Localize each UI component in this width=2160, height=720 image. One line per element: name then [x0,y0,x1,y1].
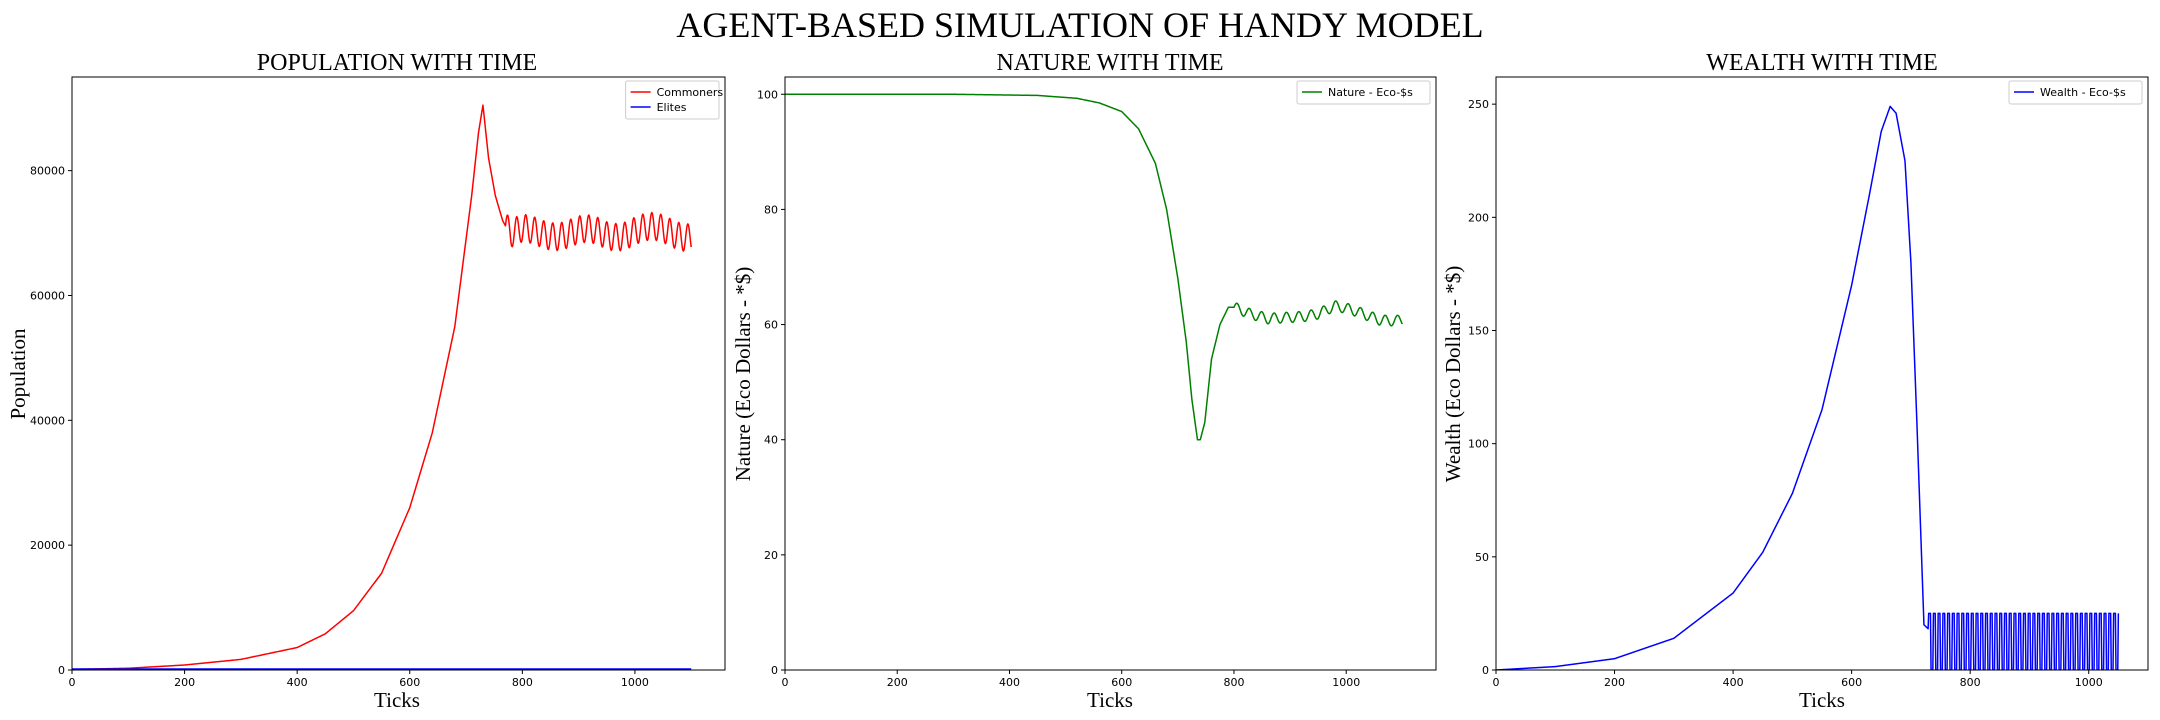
nature-ytick-label: 20 [764,549,778,562]
nature-ytick-label: 40 [764,434,778,447]
nature-legend-box [1296,80,1431,105]
wealth-legend-label: Wealth - Eco-$s [2040,86,2126,99]
nature-xlabel: Ticks [1087,688,1133,712]
population-xtick-label: 400 [287,676,308,689]
wealth-xtick-label: 400 [1723,676,1744,689]
population-legend: Commoners Elites [625,80,724,120]
population-ylabel: Population [6,328,30,420]
population-legend-label: Elites [657,101,687,114]
wealth-axes-frame [1495,76,2149,671]
nature-legend: Nature - Eco-$s [1296,80,1431,105]
wealth-xtick-label: 0 [1493,676,1500,689]
nature-legend-label: Nature - Eco-$s [1328,86,1413,99]
figure-suptitle: AGENT-BASED SIMULATION OF HANDY MODEL [676,5,1484,45]
population-xlabel: Ticks [374,688,420,712]
population-xtick-label: 0 [69,676,76,689]
wealth-ytick-label: 200 [1468,211,1489,224]
nature-title: NATURE WITH TIME [996,50,1223,76]
wealth-ytick-label: 150 [1468,324,1489,337]
nature-xtick-label: 800 [1223,676,1244,689]
wealth-ytick-label: 100 [1468,438,1489,451]
wealth-xtick-label: 1000 [2075,676,2103,689]
population-axes-frame [71,76,726,671]
wealth-xtick-label: 600 [1841,676,1862,689]
wealth-legend: Wealth - Eco-$s [2008,80,2143,105]
nature-ytick-label: 0 [771,664,778,677]
population-ytick-label: 60000 [30,289,65,302]
population-ytick-label: 0 [58,664,65,677]
population-xtick-label: 600 [399,676,420,689]
nature-ylabel: Nature (Eco Dollars - *$) [731,267,755,482]
population-xtick-label: 200 [174,676,195,689]
population-xtick-label: 800 [512,676,533,689]
nature-axes-frame [784,76,1437,671]
population-legend-label: Commoners [657,86,724,99]
wealth-legend-box [2008,80,2143,105]
nature-xtick-label: 400 [999,676,1020,689]
population-series-line-commoners [72,104,692,670]
nature-ytick-label: 60 [764,319,778,332]
nature-series-line-nature-eco-s [785,93,1403,441]
wealth-ytick-label: 250 [1468,98,1489,111]
population-legend-box [625,80,720,120]
population-ytick-label: 80000 [30,165,65,178]
nature-xtick-label: 1000 [1332,676,1360,689]
nature-ytick-label: 100 [757,88,778,101]
wealth-xtick-label: 800 [1960,676,1981,689]
population-ytick-label: 20000 [30,539,65,552]
nature-xtick-label: 600 [1111,676,1132,689]
wealth-series-line-wealth-eco-s [1496,105,2120,670]
population-title: POPULATION WITH TIME [257,50,537,76]
nature-panel: NATURE WITH TIME Ticks Nature (Eco Dolla… [731,50,1437,712]
population-xtick-label: 1000 [621,676,649,689]
population-panel: POPULATION WITH TIME Ticks Population 0 2… [6,50,726,712]
nature-xtick-label: 0 [782,676,789,689]
population-ytick-label: 40000 [30,414,65,427]
wealth-ylabel: Wealth (Eco Dollars - *$) [1441,266,1465,482]
wealth-ytick-label: 50 [1475,551,1489,564]
wealth-xlabel: Ticks [1799,688,1845,712]
wealth-panel: WEALTH WITH TIME Ticks Wealth (Eco Dolla… [1441,50,2149,712]
wealth-title: WEALTH WITH TIME [1706,50,1938,76]
wealth-ytick-label: 0 [1482,664,1489,677]
nature-ytick-label: 80 [764,203,778,216]
nature-xtick-label: 200 [887,676,908,689]
wealth-xtick-label: 200 [1604,676,1625,689]
